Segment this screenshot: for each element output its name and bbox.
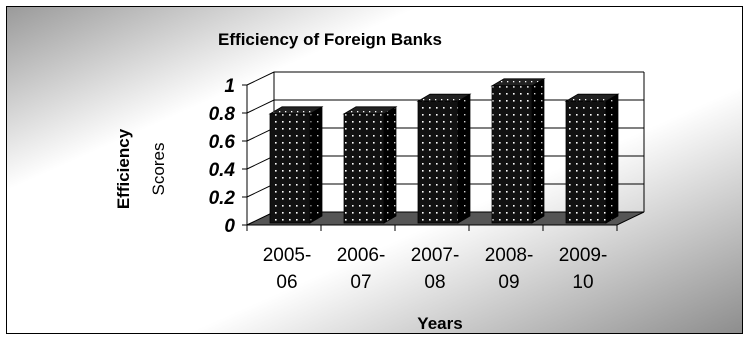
x-tick-label: 07 — [350, 272, 371, 293]
x-tick-label: 2005- — [263, 245, 312, 266]
bar-side — [457, 93, 471, 224]
bar — [269, 113, 311, 224]
plot-area: 0 0.2 0.4 0.6 0.8 1 2005- 06 2006- 07 2007- 08 2008-… — [209, 71, 645, 293]
bar — [491, 85, 533, 224]
x-tick-label: 06 — [276, 272, 297, 293]
chart-area: Efficiency of Foreign Banks 0 0.2 0.4 0.6 0.… — [6, 6, 743, 334]
x-axis-title: Years — [417, 314, 462, 333]
x-tick-label: 2006- — [337, 245, 386, 266]
y-axis-title-line1: Efficiency — [114, 128, 133, 209]
bar — [343, 113, 385, 224]
bar — [417, 100, 459, 224]
y-tick-label: 0 — [224, 216, 235, 237]
bar-side — [309, 106, 323, 224]
x-tick-label: 10 — [572, 272, 593, 293]
y-tick-label: 0.6 — [209, 132, 236, 153]
x-tick-label: 2009- — [559, 245, 608, 266]
bar-side — [383, 106, 397, 224]
bar-side — [531, 78, 545, 224]
x-tick-label: 09 — [498, 272, 519, 293]
y-tick-label: 0.4 — [209, 160, 236, 181]
y-tick-label: 0.8 — [209, 104, 236, 125]
y-axis-title-line2: Scores — [149, 143, 168, 196]
y-tick-label: 0.2 — [209, 188, 236, 209]
bar — [565, 100, 607, 224]
y-tick-label: 1 — [224, 76, 235, 97]
x-tick-label: 08 — [424, 272, 445, 293]
x-tick-label: 2007- — [411, 245, 460, 266]
bar-side — [605, 93, 619, 224]
bar-chart: Efficiency of Foreign Banks 0 0.2 0.4 0.6 0.… — [7, 7, 742, 333]
chart-title: Efficiency of Foreign Banks — [218, 30, 442, 49]
x-tick-label: 2008- — [485, 245, 534, 266]
